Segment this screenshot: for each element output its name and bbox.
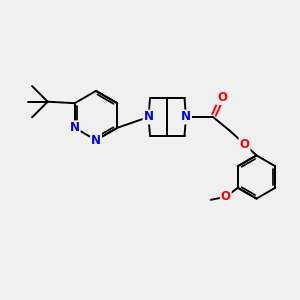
- Text: N: N: [143, 110, 154, 124]
- Text: N: N: [91, 134, 101, 147]
- Text: N: N: [181, 110, 191, 124]
- Text: O: O: [221, 190, 231, 203]
- Text: N: N: [70, 121, 80, 134]
- Text: O: O: [217, 91, 227, 104]
- Text: O: O: [239, 137, 250, 151]
